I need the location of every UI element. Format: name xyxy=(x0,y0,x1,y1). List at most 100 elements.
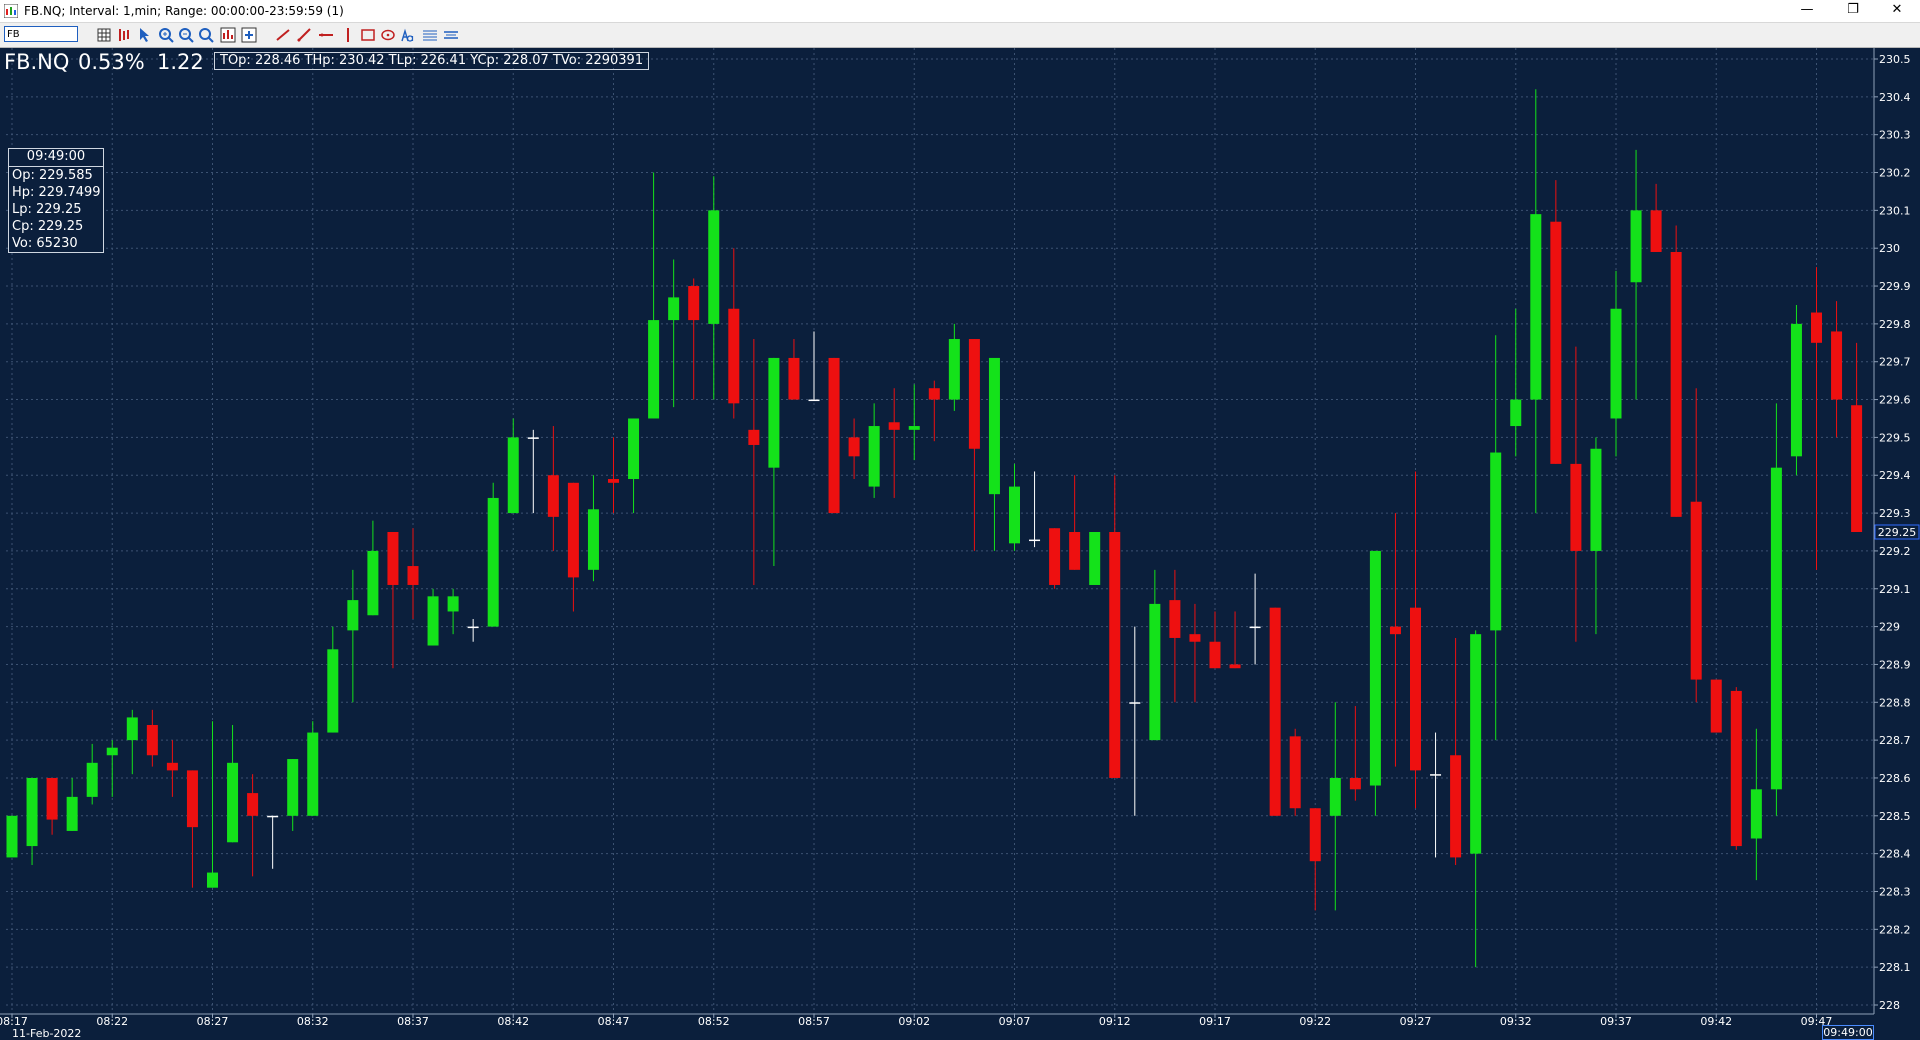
indicator-icon[interactable] xyxy=(220,27,236,43)
last-price-label: 229.25 xyxy=(1878,526,1917,539)
candle-body xyxy=(1109,532,1121,778)
candle-body xyxy=(1590,448,1602,551)
close-button[interactable]: ✕ xyxy=(1891,2,1903,17)
candle xyxy=(908,384,920,461)
text-icon[interactable] xyxy=(401,27,417,43)
candle xyxy=(1410,471,1421,809)
candle xyxy=(507,418,519,514)
candle-body xyxy=(1770,467,1782,790)
y-tick-label: 229.9 xyxy=(1879,280,1911,293)
candle xyxy=(988,357,1000,551)
candle xyxy=(1329,702,1341,911)
candle-body xyxy=(547,475,559,517)
candle-body xyxy=(708,210,720,324)
horizontal-line-icon[interactable] xyxy=(318,27,334,43)
grid-icon[interactable] xyxy=(96,27,112,43)
candle-body xyxy=(848,437,860,457)
candle-body xyxy=(988,357,1000,495)
candle xyxy=(1851,342,1863,532)
candle-body xyxy=(1450,755,1462,858)
candle xyxy=(247,774,259,877)
restore-button[interactable]: ❐ xyxy=(1847,2,1859,17)
y-tick-label: 229.5 xyxy=(1879,431,1911,444)
candle-body xyxy=(1811,312,1822,343)
candle xyxy=(948,323,960,411)
candle xyxy=(487,482,499,627)
symbol-name: FB.NQ xyxy=(4,50,70,74)
zoom-fit-icon[interactable] xyxy=(198,27,214,43)
candle xyxy=(1750,728,1762,881)
candle xyxy=(1730,687,1742,850)
y-tick-label: 228.3 xyxy=(1879,885,1911,898)
candle xyxy=(467,619,479,642)
candle xyxy=(648,172,660,419)
y-tick-label: 228.6 xyxy=(1879,772,1911,785)
candle xyxy=(86,743,98,805)
candle-body xyxy=(1369,550,1381,786)
x-tick-label: 09:42 xyxy=(1700,1015,1732,1028)
candle-body xyxy=(6,815,18,858)
ellipse-icon[interactable] xyxy=(380,27,396,43)
x-tick-label: 08:47 xyxy=(598,1015,630,1028)
candle xyxy=(347,569,359,703)
y-tick-label: 229.4 xyxy=(1879,469,1911,482)
candle-body xyxy=(126,717,138,741)
fibonacci-icon[interactable] xyxy=(422,27,438,43)
candlestick-chart[interactable]: 230.5 230.4 230.3 230.2 230.1 230 229.9 229.8 22… xyxy=(0,48,1920,1040)
minimize-button[interactable]: — xyxy=(1800,2,1814,17)
candle-body xyxy=(1209,641,1221,669)
candle xyxy=(327,626,339,733)
symbol-input[interactable] xyxy=(4,26,78,42)
candle xyxy=(1710,679,1722,733)
candle xyxy=(1109,475,1121,778)
x-tick-label: 08:22 xyxy=(96,1015,128,1028)
ohlc-open: Op: 229.585 xyxy=(12,168,93,183)
cursor-arrow-icon[interactable] xyxy=(137,27,153,43)
candle-body xyxy=(106,747,118,756)
chart-area[interactable]: 230.5 230.4 230.3 230.2 230.1 230 229.9 229.8 22… xyxy=(0,48,1920,1040)
y-tick-label: 228.8 xyxy=(1879,696,1911,709)
x-tick-label: 08:52 xyxy=(698,1015,730,1028)
ray-line-icon[interactable] xyxy=(296,27,312,43)
candle xyxy=(227,724,239,843)
candle xyxy=(1630,149,1642,400)
candle-body xyxy=(1169,600,1181,638)
candle-body xyxy=(808,399,820,402)
candle xyxy=(1570,346,1582,642)
vertical-line-icon[interactable] xyxy=(340,27,356,43)
candle xyxy=(1149,569,1161,741)
zoom-out-icon[interactable] xyxy=(178,27,194,43)
candle xyxy=(608,437,619,514)
candle xyxy=(1450,637,1462,865)
candle xyxy=(407,528,419,620)
candle-body xyxy=(648,320,660,419)
candle-body xyxy=(1570,463,1582,551)
candle xyxy=(768,357,780,567)
price-axis: 230.5 230.4 230.3 230.2 230.1 230 229.9 229.8 22… xyxy=(1873,48,1920,1014)
candle-body xyxy=(1069,532,1081,570)
zoom-in-icon[interactable] xyxy=(158,27,174,43)
y-tick-label: 228.7 xyxy=(1879,734,1911,747)
y-tick-label: 229.6 xyxy=(1879,394,1911,407)
add-icon[interactable] xyxy=(241,27,257,43)
candle xyxy=(708,176,720,400)
y-tick-label: 228.5 xyxy=(1879,810,1911,823)
date-label: 11-Feb-2022 xyxy=(12,1027,82,1040)
x-tick-label: 09:32 xyxy=(1500,1015,1532,1028)
candle xyxy=(1790,304,1802,476)
ohlc-high: Hp: 229.7499 xyxy=(12,185,101,200)
candle-body xyxy=(748,429,760,445)
bars-icon[interactable] xyxy=(116,27,132,43)
candle-body xyxy=(1550,221,1562,464)
candle xyxy=(728,248,740,419)
y-tick-label: 230 xyxy=(1879,242,1900,255)
candle-body xyxy=(207,872,218,888)
y-tick-label: 230.4 xyxy=(1879,91,1911,104)
candle xyxy=(668,259,680,408)
rectangle-icon[interactable] xyxy=(360,27,376,43)
channel-icon[interactable] xyxy=(443,27,459,43)
title-bar: FB.NQ; Interval: 1,min; Range: 00:00:00-… xyxy=(0,0,1920,23)
candle-body xyxy=(1750,789,1762,839)
trend-line-icon[interactable] xyxy=(275,27,291,43)
candle-body xyxy=(688,286,700,321)
